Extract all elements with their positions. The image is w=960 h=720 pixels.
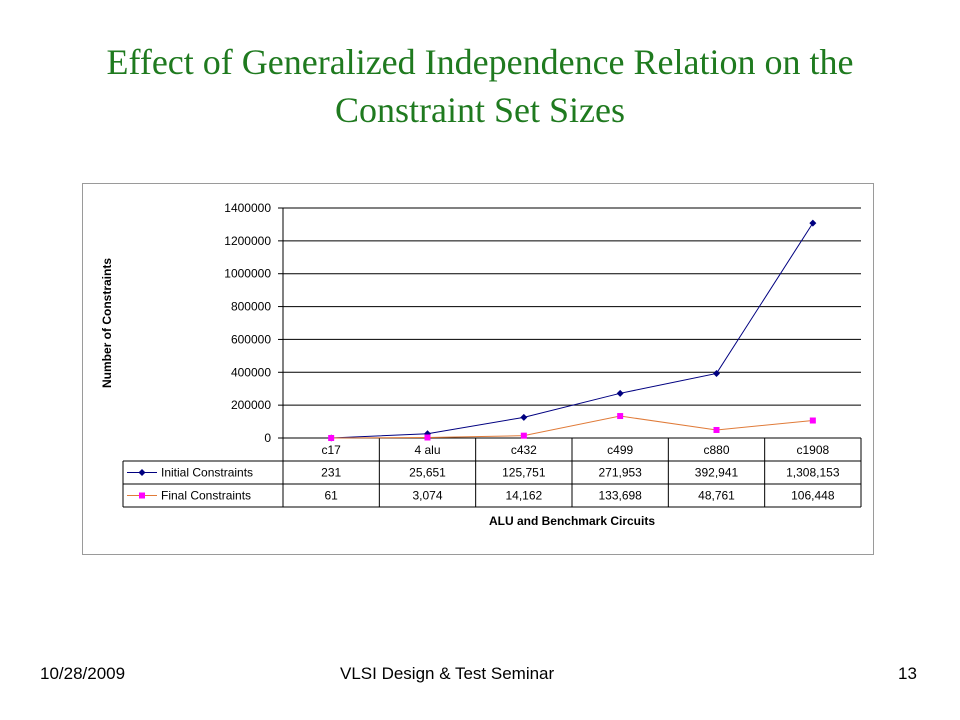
footer-page-number: 13 <box>898 664 917 683</box>
y-tick-label: 200000 <box>231 398 271 412</box>
y-tick-label: 0 <box>264 431 271 445</box>
data-point-marker <box>713 426 720 433</box>
data-table-value: 392,941 <box>695 466 739 480</box>
data-table-value: 14,162 <box>505 489 542 503</box>
data-point-marker <box>520 413 528 421</box>
legend-key-marker <box>139 492 145 499</box>
y-tick-label: 1200000 <box>224 234 271 248</box>
data-table-value: 125,751 <box>502 466 546 480</box>
data-point-marker <box>520 432 527 439</box>
x-category-label: c880 <box>703 443 729 457</box>
y-axis-label: Number of Constraints <box>100 258 114 388</box>
data-table-value: 271,953 <box>598 466 642 480</box>
y-tick-label: 800000 <box>231 300 271 314</box>
legend-series-name: Final Constraints <box>161 489 251 503</box>
data-table-value: 1,308,153 <box>786 466 840 480</box>
footer-date: 10/28/2009 <box>40 664 126 683</box>
data-point-marker <box>713 369 720 377</box>
x-category-label: 4 alu <box>414 443 440 457</box>
data-point-marker <box>424 434 431 441</box>
y-tick-label: 600000 <box>231 332 271 346</box>
data-table-value: 106,448 <box>791 489 835 503</box>
data-table-value: 25,651 <box>409 466 446 480</box>
data-table-value: 133,698 <box>598 489 642 503</box>
line-chart: 1400000 1200000 1000000 800000 600000 400000 2… <box>100 201 862 528</box>
chart-frame: 1400000 1200000 1000000 800000 600000 400000 2… <box>82 183 874 555</box>
legend-series-name: Initial Constraints <box>161 466 253 480</box>
x-category-label: c432 <box>511 443 537 457</box>
footer-center-text: VLSI Design & Test Seminar <box>340 664 555 683</box>
data-table-value: 61 <box>324 489 338 503</box>
data-table-value: 48,761 <box>698 489 735 503</box>
data-table-value: 3,074 <box>412 489 442 503</box>
slide-title: Effect of Generalized Independence Relat… <box>40 38 920 134</box>
x-category-label: c1908 <box>796 443 829 457</box>
x-axis-label: ALU and Benchmark Circuits <box>489 514 655 528</box>
slide-title-line-2: Constraint Set Sizes <box>335 90 625 130</box>
y-tick-label: 400000 <box>231 365 271 379</box>
data-table-value: 231 <box>321 466 341 480</box>
slide-title-line-1: Effect of Generalized Independence Relat… <box>106 42 854 82</box>
legend-key-marker <box>138 469 146 476</box>
data-point-marker <box>328 434 335 441</box>
series-line <box>331 222 814 439</box>
data-point-marker <box>809 417 816 424</box>
x-category-label: c17 <box>321 443 341 457</box>
data-point-marker <box>616 389 624 397</box>
y-tick-label: 1000000 <box>224 267 271 281</box>
x-category-label: c499 <box>607 443 633 457</box>
data-point-marker <box>809 219 817 227</box>
series-line <box>331 415 813 439</box>
data-point-marker <box>617 413 624 420</box>
y-tick-label: 1400000 <box>224 201 271 215</box>
